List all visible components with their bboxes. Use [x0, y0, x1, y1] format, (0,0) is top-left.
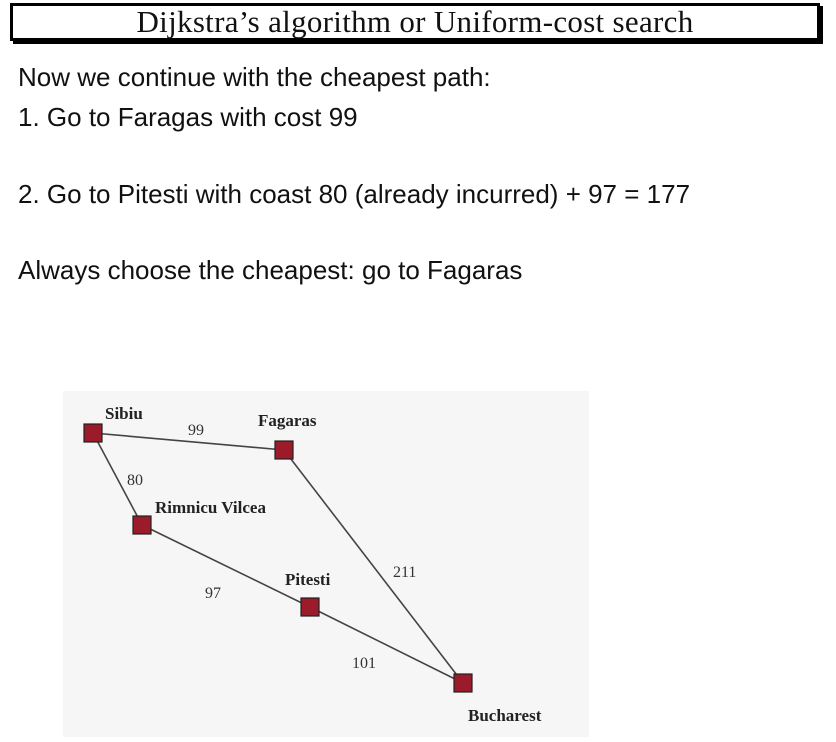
label-sibiu: Sibiu	[105, 404, 143, 423]
slide-title-box: Dijkstra’s algorithm or Uniform-cost sea…	[10, 3, 820, 41]
node-sibiu	[83, 423, 103, 443]
edge-rimnicu-pitesti	[141, 524, 311, 608]
edge-sibiu-fagaras	[92, 432, 285, 451]
label-rimnicu-vilcea: Rimnicu Vilcea	[155, 498, 266, 517]
conclusion-line: Always choose the cheapest: go to Fagara…	[18, 255, 523, 285]
cost-rimnicu-pitesti: 97	[205, 585, 221, 602]
edge-sibiu-rimnicu	[92, 432, 143, 526]
cost-fagaras-bucharest: 211	[393, 564, 416, 581]
node-rimnicu-vilcea	[132, 515, 152, 535]
cost-sibiu-rimnicu: 80	[127, 472, 143, 489]
route-graph: Sibiu Fagaras Rimnicu Vilcea Pitesti Buc…	[83, 404, 542, 725]
label-fagaras: Fagaras	[258, 411, 317, 430]
cost-sibiu-fagaras: 99	[188, 422, 204, 439]
romania-map-panel: Sibiu Fagaras Rimnicu Vilcea Pitesti Buc…	[63, 391, 589, 737]
cost-pitesti-bucharest: 101	[352, 655, 376, 672]
node-bucharest	[453, 673, 473, 693]
label-pitesti: Pitesti	[285, 570, 331, 589]
node-fagaras	[274, 440, 294, 460]
node-pitesti	[300, 597, 320, 617]
step-1-line: 1. Go to Faragas with cost 99	[18, 102, 358, 132]
intro-line: Now we continue with the cheapest path:	[18, 62, 491, 92]
edge-pitesti-bucharest	[309, 606, 464, 684]
edge-fagaras-bucharest	[283, 449, 464, 684]
label-bucharest: Bucharest	[468, 706, 542, 725]
slide-title: Dijkstra’s algorithm or Uniform-cost sea…	[136, 3, 694, 39]
step-2-line: 2. Go to Pitesti with coast 80 (already …	[18, 179, 691, 209]
